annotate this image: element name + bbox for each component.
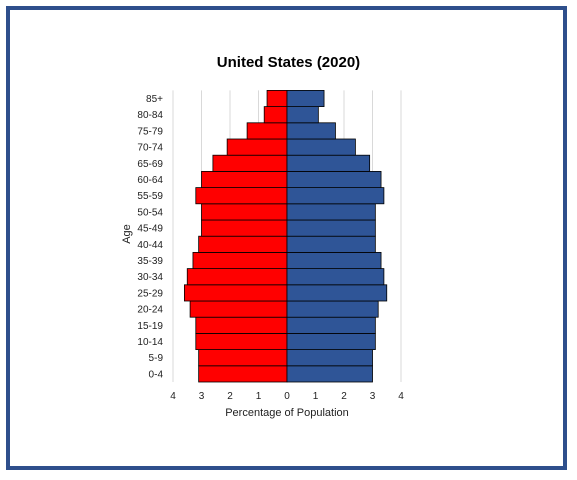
left-bar-65-69 — [212, 154, 288, 172]
left-bar-70-74 — [226, 138, 288, 156]
left-bar-85+ — [266, 90, 288, 108]
left-bar-80-84 — [263, 106, 288, 124]
y-tick-label: 5-9 — [149, 353, 164, 364]
right-bar-50-54 — [286, 203, 376, 221]
y-tick-label: 85+ — [146, 94, 163, 105]
left-bar-30-34 — [186, 268, 288, 286]
left-bar-50-54 — [201, 203, 288, 221]
x-axis-label: Percentage of Population — [225, 407, 349, 419]
y-tick-label: 0-4 — [149, 369, 164, 380]
y-tick-label: 65-69 — [137, 159, 163, 170]
x-tick-label: 4 — [398, 391, 404, 402]
right-bar-55-59 — [286, 187, 385, 205]
y-tick-label: 30-34 — [137, 272, 163, 283]
left-bar-55-59 — [195, 187, 288, 205]
right-bar-20-24 — [286, 300, 379, 318]
x-tick-label: 3 — [370, 391, 376, 402]
y-tick-label: 20-24 — [137, 305, 163, 316]
right-bar-35-39 — [286, 251, 382, 269]
right-bar-10-14 — [286, 332, 376, 350]
right-bar-60-64 — [286, 170, 382, 188]
right-bar-40-44 — [286, 235, 376, 253]
y-tick-label: 80-84 — [137, 110, 163, 121]
right-bar-25-29 — [286, 284, 388, 302]
x-tick-label: 3 — [199, 391, 205, 402]
left-bar-40-44 — [198, 235, 288, 253]
y-tick-label: 45-49 — [137, 224, 163, 235]
left-bar-0-4 — [198, 365, 288, 383]
x-tick-label: 2 — [227, 391, 233, 402]
y-tick-label: 25-29 — [137, 288, 163, 299]
right-bar-30-34 — [286, 268, 385, 286]
y-tick-label: 40-44 — [137, 240, 163, 251]
y-tick-label: 50-54 — [137, 207, 163, 218]
right-bar-15-19 — [286, 316, 376, 334]
y-tick-label: 70-74 — [137, 143, 163, 154]
left-bar-5-9 — [198, 349, 288, 367]
y-tick-label: 55-59 — [137, 191, 163, 202]
left-bar-60-64 — [201, 170, 288, 188]
left-bar-20-24 — [189, 300, 288, 318]
right-bar-75-79 — [286, 122, 336, 140]
y-tick-label: 75-79 — [137, 126, 163, 137]
left-bar-25-29 — [183, 284, 288, 302]
right-bar-85+ — [286, 90, 325, 108]
x-tick-label: 2 — [341, 391, 347, 402]
left-bar-35-39 — [192, 251, 288, 269]
y-axis-label: Age — [121, 224, 133, 244]
x-tick-label: 1 — [256, 391, 262, 402]
left-bar-75-79 — [246, 122, 288, 140]
x-tick-label: 4 — [170, 391, 176, 402]
y-tick-label: 10-14 — [137, 337, 163, 348]
left-bar-15-19 — [195, 316, 288, 334]
right-bar-80-84 — [286, 106, 319, 124]
y-tick-label: 15-19 — [137, 321, 163, 332]
x-tick-label: 1 — [313, 391, 319, 402]
y-tick-label: 35-39 — [137, 256, 163, 267]
right-bar-45-49 — [286, 219, 376, 237]
right-bar-70-74 — [286, 138, 356, 156]
chart-title: United States (2020) — [216, 54, 361, 71]
y-tick-label: 60-64 — [137, 175, 163, 186]
x-tick-label: 0 — [284, 391, 290, 402]
right-bar-65-69 — [286, 154, 371, 172]
left-bar-45-49 — [201, 219, 288, 237]
left-bar-10-14 — [195, 332, 288, 350]
right-bar-5-9 — [286, 349, 373, 367]
right-bar-0-4 — [286, 365, 373, 383]
